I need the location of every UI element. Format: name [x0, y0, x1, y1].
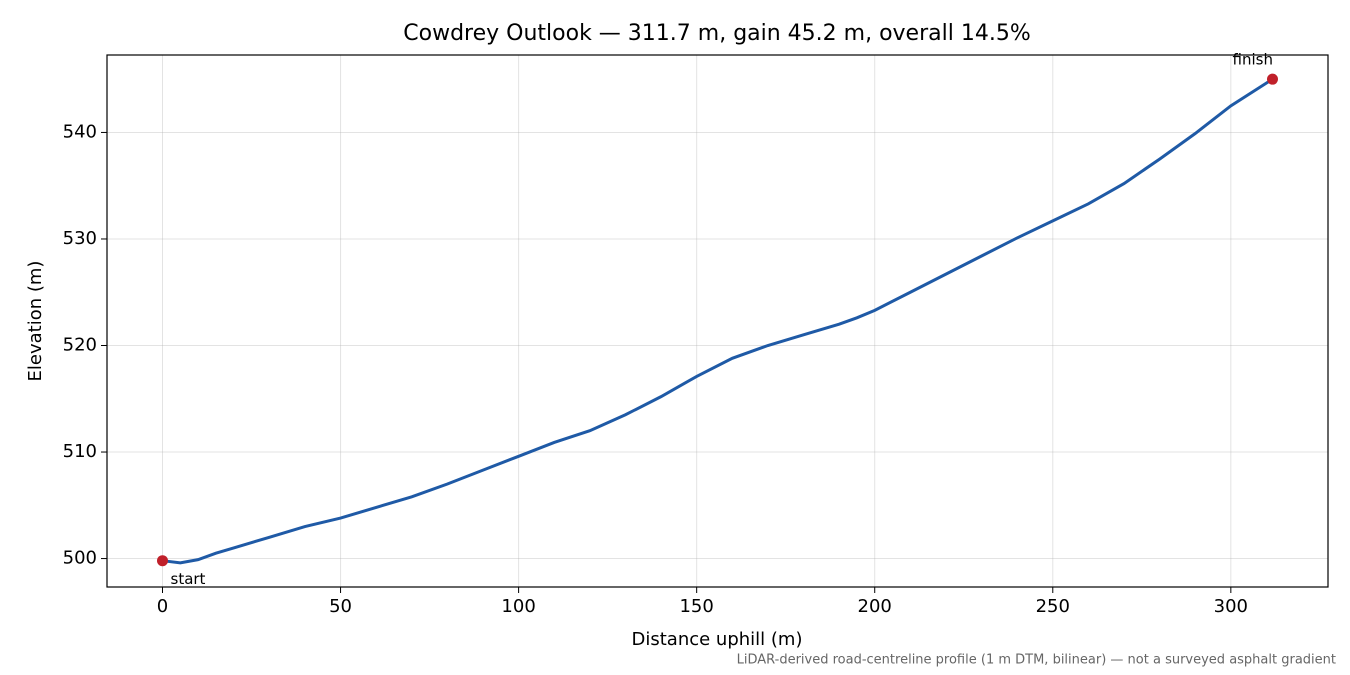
footnote: LiDAR-derived road-centreline profile (1… — [737, 653, 1336, 668]
x-tick-label: 200 — [858, 596, 892, 617]
endpoint-label: start — [171, 570, 206, 588]
y-tick-label: 520 — [63, 335, 97, 356]
endpoint-marker — [157, 555, 168, 567]
x-axis-label: Distance uphill (m) — [632, 629, 803, 650]
chart-title: Cowdrey Outlook — 311.7 m, gain 45.2 m, … — [403, 21, 1030, 46]
plot-frame — [106, 54, 1329, 588]
endpoint-marker — [1267, 73, 1278, 85]
x-tick-label: 100 — [501, 596, 535, 617]
x-tick-label: 0 — [157, 596, 168, 617]
y-tick-label: 500 — [63, 548, 97, 569]
endpoint-label: finish — [1233, 51, 1273, 69]
x-tick-label: 250 — [1036, 596, 1070, 617]
line-series — [162, 77, 1274, 565]
x-tick-label: 150 — [679, 596, 713, 617]
y-tick-label: 510 — [63, 441, 97, 462]
y-axis-label: Elevation (m) — [25, 261, 46, 382]
x-tick-label: 50 — [329, 596, 352, 617]
x-tick-label: 300 — [1214, 596, 1248, 617]
y-tick-label: 540 — [63, 121, 97, 142]
y-tick-label: 530 — [63, 228, 97, 249]
